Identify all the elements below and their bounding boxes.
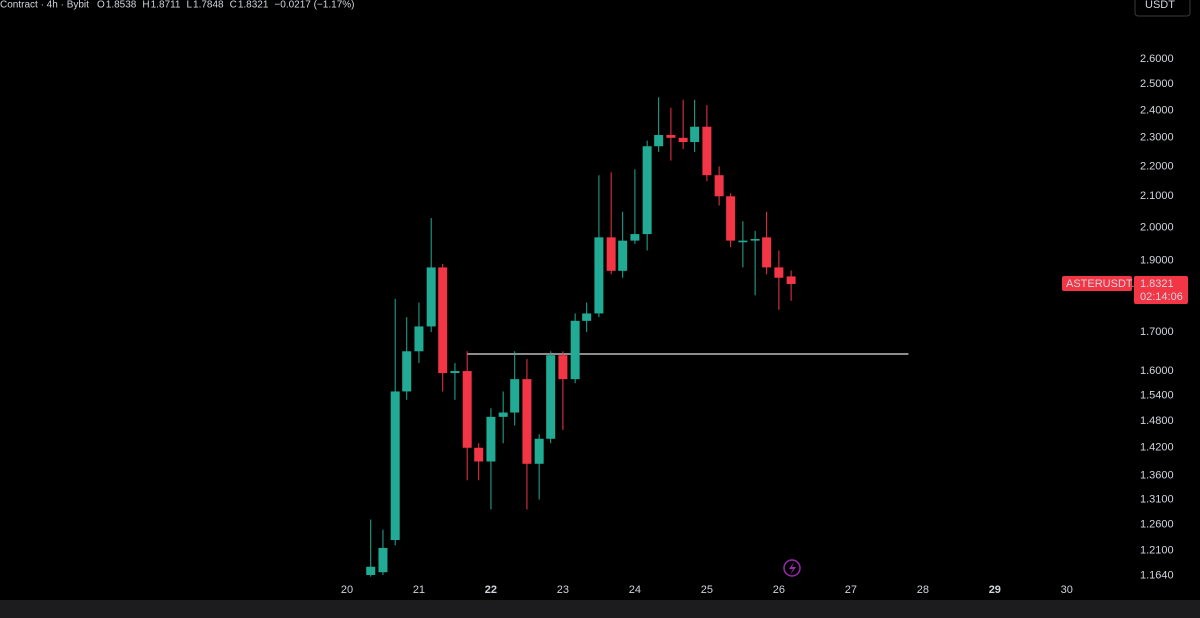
y-tick-label: 2.0000: [1140, 222, 1174, 234]
candle-body: [618, 240, 628, 271]
candle-body: [534, 438, 544, 464]
candle-body: [714, 175, 724, 197]
y-tick-label: 2.6000: [1140, 53, 1174, 65]
y-tick-label: 1.3600: [1140, 469, 1174, 481]
y-tick-label: 1.6000: [1140, 365, 1174, 377]
candle-body: [750, 238, 760, 241]
ohlc-label: C: [230, 0, 237, 11]
candle-body: [582, 313, 592, 321]
candle-body: [786, 276, 796, 284]
candle-body: [726, 196, 736, 241]
candle-body: [378, 547, 388, 573]
y-tick-label: 1.4800: [1140, 415, 1174, 427]
candle-body: [594, 237, 604, 314]
ohlc-label: L: [186, 0, 192, 11]
y-tick-label: 1.1640: [1140, 569, 1174, 581]
candle-body: [498, 412, 508, 417]
candle-body: [438, 267, 448, 374]
currency-button[interactable]: [1134, 0, 1191, 17]
y-tick-label: 2.1000: [1140, 190, 1174, 202]
y-tick-label: 1.3100: [1140, 493, 1174, 505]
price-tag-countdown: 02:14:06: [1140, 291, 1183, 303]
candle-body: [774, 267, 784, 278]
x-tick-label: 28: [917, 584, 929, 596]
candle-body: [510, 379, 520, 413]
candle-body: [462, 371, 472, 448]
x-tick-label: 23: [557, 584, 569, 596]
ohlc-label: H: [142, 0, 149, 11]
x-tick-label: 21: [413, 584, 425, 596]
candle-body: [666, 135, 676, 138]
y-tick-label: 1.9000: [1140, 255, 1174, 267]
x-tick-label: 24: [629, 584, 641, 596]
ohlc-legend: O 1.8538 H 1.8711 L 1.7848 C 1.8321 −0.0217 (−1.…: [97, 0, 355, 11]
candle-body: [678, 137, 688, 143]
candle-body: [486, 416, 496, 462]
x-tick-label: 25: [701, 584, 713, 596]
candle-body: [606, 237, 616, 271]
candle-body: [630, 234, 640, 241]
ohlc-change: −0.0217 (−1.17%): [274, 0, 354, 11]
candle-body: [558, 355, 568, 380]
symbol-info: Contract · 4h · Bybit: [0, 0, 89, 11]
candle-body: [366, 566, 376, 575]
lightning-icon[interactable]: [783, 559, 801, 577]
ohlc-value: 1.8321: [238, 0, 269, 11]
y-tick-label: 1.7000: [1140, 326, 1174, 338]
currency[interactable]: USDT: [1145, 0, 1175, 11]
candle-body: [654, 135, 664, 147]
candle-body: [738, 240, 748, 243]
y-tick-label: 1.5400: [1140, 390, 1174, 402]
candle-body: [450, 371, 460, 374]
price-tag-bg: [1134, 275, 1188, 304]
y-tick-label: 2.2000: [1140, 160, 1174, 172]
price-tag-value: 1.8321: [1140, 278, 1174, 290]
candle-body: [702, 126, 712, 176]
y-tick-label: 2.3000: [1140, 132, 1174, 144]
ohlc-value: 1.8711: [151, 0, 181, 11]
x-tick-label: 30: [1061, 584, 1073, 596]
y-tick-label: 1.2600: [1140, 518, 1174, 530]
candle-body: [390, 391, 400, 541]
candle-body: [762, 237, 772, 268]
ohlc-value: 1.7848: [193, 0, 224, 11]
candle-body: [474, 447, 484, 462]
y-tick-label: 1.2100: [1140, 545, 1174, 557]
x-tick-label: 20: [341, 584, 353, 596]
candle-body: [402, 351, 412, 392]
ohlc-value: 1.8538: [106, 0, 137, 11]
price-label-bg: [1062, 275, 1132, 291]
candle-body: [642, 146, 652, 235]
x-tick-label: 22: [485, 584, 497, 596]
x-tick-label: 29: [989, 584, 1001, 596]
candle-body: [426, 267, 436, 327]
bottom-bar: [0, 600, 1200, 618]
price-label-symbol: ASTERUSDT.P: [1066, 278, 1142, 290]
ohlc-label: O: [97, 0, 105, 11]
y-tick-label: 1.4200: [1140, 442, 1174, 454]
candle-body: [522, 379, 532, 464]
x-tick-label: 27: [845, 584, 857, 596]
x-tick-label: 26: [773, 584, 785, 596]
candle-body: [546, 355, 556, 439]
candle-body: [414, 326, 424, 352]
candle-body: [570, 320, 580, 380]
y-tick-label: 2.5000: [1140, 78, 1174, 90]
candle-body: [690, 126, 700, 143]
y-tick-label: 2.4000: [1140, 104, 1174, 116]
